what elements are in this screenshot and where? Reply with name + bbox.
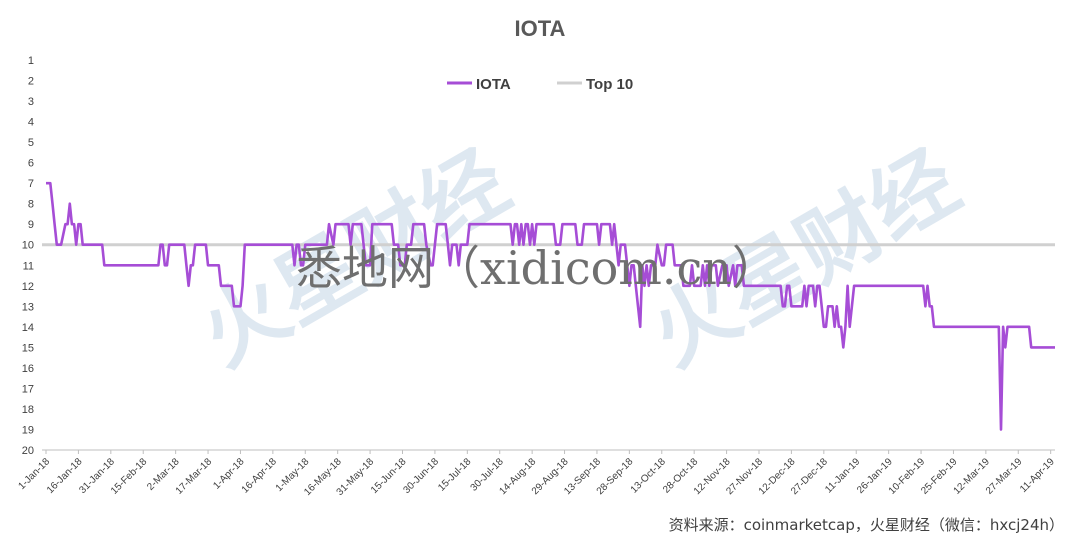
y-tick-label: 19: [22, 424, 34, 436]
y-tick-label: 18: [22, 404, 34, 416]
y-tick-label: 2: [28, 76, 34, 88]
y-tick-label: 17: [22, 383, 34, 395]
watermark-text: 悉地网（xidicom.cn）: [296, 241, 778, 295]
y-tick-label: 3: [28, 96, 34, 108]
series-layer: [42, 181, 1055, 431]
y-tick-label: 13: [22, 301, 34, 313]
y-tick-label: 20: [22, 445, 34, 457]
legend-label-iota: IOTA: [476, 76, 511, 93]
y-tick-label: 16: [22, 363, 34, 375]
y-tick-label: 7: [28, 178, 34, 190]
y-tick-label: 6: [28, 158, 34, 170]
y-tick-label: 4: [28, 117, 34, 129]
series-line-iota: [46, 181, 1055, 431]
y-tick-label: 14: [22, 322, 34, 334]
y-tick-label: 1: [28, 55, 34, 67]
legend: IOTA Top 10: [447, 76, 633, 93]
source-note: 资料来源：coinmarketcap，火星财经（微信：hxcj24h）: [669, 516, 1064, 534]
y-tick-label: 15: [22, 342, 34, 354]
legend-label-top10: Top 10: [586, 76, 633, 93]
y-tick-label: 5: [28, 137, 34, 149]
y-tick-label: 11: [23, 260, 34, 272]
chart-title: IOTA: [515, 16, 566, 41]
y-tick-label: 9: [28, 219, 34, 231]
y-tick-label: 8: [28, 199, 34, 211]
y-tick-label: 10: [22, 240, 34, 252]
y-tick-label: 12: [22, 281, 34, 293]
